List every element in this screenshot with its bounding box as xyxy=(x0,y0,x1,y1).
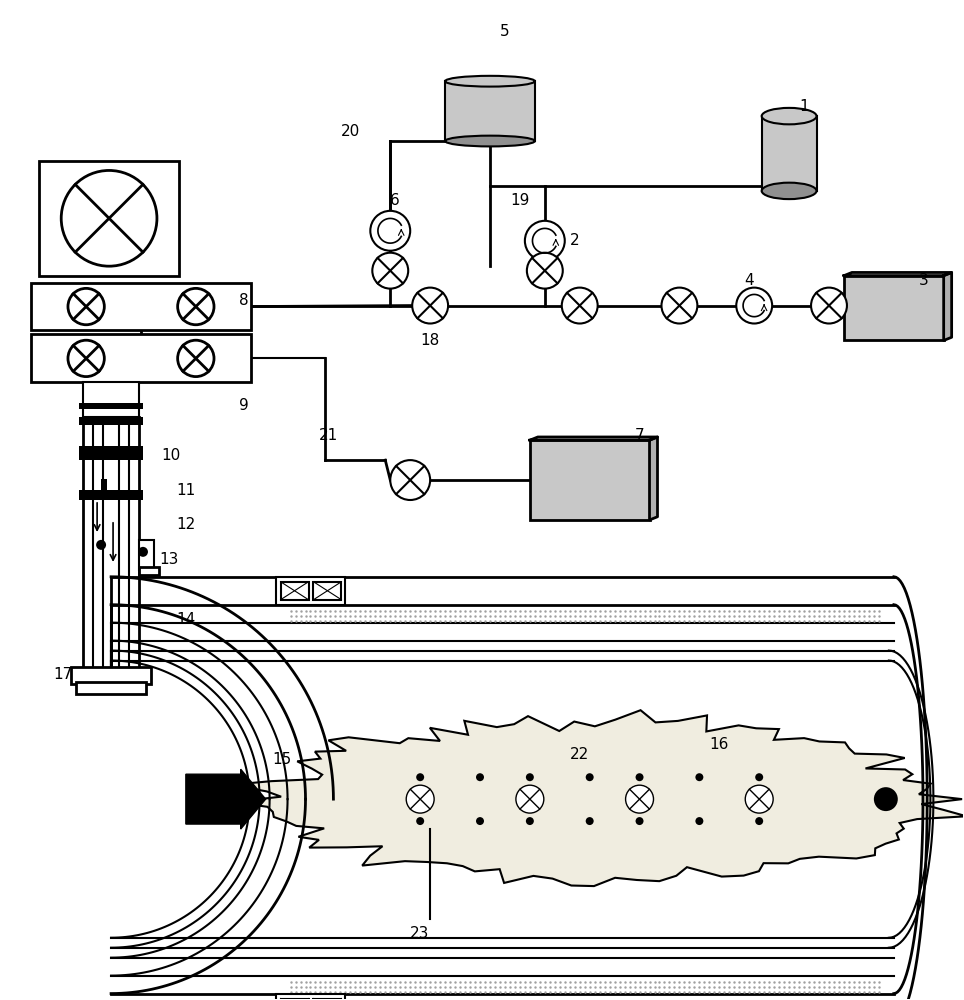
Ellipse shape xyxy=(445,76,535,87)
Circle shape xyxy=(372,253,408,289)
Bar xyxy=(79,490,143,500)
Circle shape xyxy=(661,288,697,324)
Polygon shape xyxy=(530,437,657,440)
Circle shape xyxy=(476,817,484,825)
Circle shape xyxy=(416,773,424,781)
Circle shape xyxy=(476,773,484,781)
Circle shape xyxy=(527,253,563,289)
Ellipse shape xyxy=(445,136,535,146)
Circle shape xyxy=(516,785,544,813)
Circle shape xyxy=(586,773,594,781)
Bar xyxy=(281,999,308,1000)
Text: 19: 19 xyxy=(510,193,529,208)
Circle shape xyxy=(62,170,157,266)
Circle shape xyxy=(586,817,594,825)
Circle shape xyxy=(755,817,763,825)
Circle shape xyxy=(635,817,644,825)
Polygon shape xyxy=(944,272,951,340)
Text: 16: 16 xyxy=(710,737,729,752)
Bar xyxy=(40,161,179,276)
Circle shape xyxy=(177,340,214,377)
Text: 8: 8 xyxy=(239,293,249,308)
Bar xyxy=(844,276,944,340)
Bar xyxy=(530,440,650,520)
Circle shape xyxy=(695,773,704,781)
Circle shape xyxy=(526,773,534,781)
Circle shape xyxy=(390,460,430,500)
Text: 18: 18 xyxy=(420,333,440,348)
Bar xyxy=(79,417,143,425)
Bar xyxy=(139,567,159,575)
Text: 10: 10 xyxy=(161,448,180,463)
Circle shape xyxy=(67,288,104,325)
Circle shape xyxy=(177,288,214,325)
Text: 7: 7 xyxy=(634,428,644,443)
Bar xyxy=(313,999,341,1000)
Ellipse shape xyxy=(762,183,817,199)
Bar xyxy=(79,403,143,409)
Text: 17: 17 xyxy=(53,667,72,682)
Bar xyxy=(276,577,345,605)
Circle shape xyxy=(138,547,147,557)
PathPatch shape xyxy=(231,710,964,886)
Text: 15: 15 xyxy=(273,752,292,767)
Ellipse shape xyxy=(762,108,817,124)
Text: 13: 13 xyxy=(159,552,178,567)
Circle shape xyxy=(755,773,763,781)
Text: 3: 3 xyxy=(919,273,928,288)
Bar xyxy=(762,116,817,191)
Circle shape xyxy=(526,817,534,825)
Text: 5: 5 xyxy=(500,24,510,39)
Circle shape xyxy=(67,340,104,377)
Bar xyxy=(313,582,341,600)
Text: 14: 14 xyxy=(175,612,195,627)
Text: 21: 21 xyxy=(318,428,337,443)
Text: 9: 9 xyxy=(239,398,249,413)
Circle shape xyxy=(736,288,772,324)
Bar xyxy=(101,479,107,495)
Circle shape xyxy=(745,785,773,813)
Circle shape xyxy=(406,785,434,813)
Polygon shape xyxy=(844,272,951,276)
Bar xyxy=(281,582,308,600)
Bar xyxy=(31,334,251,382)
Circle shape xyxy=(96,540,106,550)
Circle shape xyxy=(695,817,704,825)
Circle shape xyxy=(524,221,565,261)
FancyArrow shape xyxy=(186,769,266,829)
Bar xyxy=(445,81,535,141)
Bar xyxy=(31,283,251,330)
Text: 4: 4 xyxy=(744,273,754,288)
Text: 22: 22 xyxy=(570,747,589,762)
Text: 1: 1 xyxy=(799,99,809,114)
Bar xyxy=(71,667,151,684)
Circle shape xyxy=(635,773,644,781)
Text: 11: 11 xyxy=(175,483,195,498)
Bar xyxy=(79,446,143,460)
Bar xyxy=(76,682,146,694)
Circle shape xyxy=(416,817,424,825)
Circle shape xyxy=(562,288,598,324)
Text: 23: 23 xyxy=(411,926,430,941)
Text: 6: 6 xyxy=(390,193,400,208)
Bar xyxy=(83,382,139,417)
Bar xyxy=(139,540,154,570)
Circle shape xyxy=(626,785,654,813)
Circle shape xyxy=(370,211,411,251)
Polygon shape xyxy=(650,437,657,520)
Text: 12: 12 xyxy=(175,517,195,532)
Bar xyxy=(276,994,345,1000)
Text: 2: 2 xyxy=(570,233,579,248)
Circle shape xyxy=(811,288,847,324)
Circle shape xyxy=(413,288,448,324)
Circle shape xyxy=(874,787,897,811)
Text: 20: 20 xyxy=(340,124,360,139)
